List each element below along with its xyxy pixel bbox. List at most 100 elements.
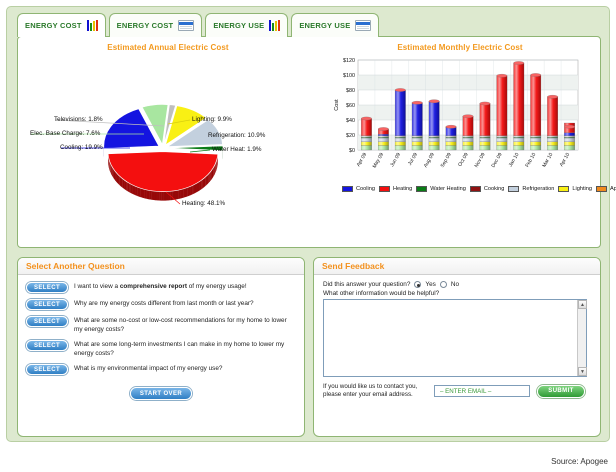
bar-segment <box>496 141 508 146</box>
start-over-button[interactable]: START OVER <box>130 387 192 400</box>
x-tick-label: Sep 09 <box>440 152 453 169</box>
tab-energy-use-chart[interactable]: ENERGY USE <box>205 13 289 37</box>
legend-item: Heating <box>378 184 412 193</box>
question-text[interactable]: I want to view a comprehensive report of… <box>74 283 247 290</box>
bar-segment <box>564 141 575 146</box>
legend-label: Cooking <box>483 185 505 192</box>
bar-segment <box>445 145 457 151</box>
contact-instruction: If you would like us to contact you, ple… <box>323 383 418 398</box>
bar-segment <box>513 62 525 136</box>
other-info-label: What other information would be helpful? <box>323 290 440 297</box>
tab-energy-cost-table[interactable]: ENERGY COST <box>108 13 203 37</box>
bar-segment <box>361 145 372 151</box>
bar-segment <box>428 101 440 136</box>
bar-segment <box>496 145 508 151</box>
x-tick-label: Apr 10 <box>559 152 572 168</box>
pie-chart-svg <box>103 104 224 201</box>
pie-label-lighting: Lighting: 9.9% <box>192 116 232 123</box>
question-row: SELECT What are some no-cost or low-cost … <box>26 316 296 334</box>
legend-item: Cooking <box>469 184 505 193</box>
bar-segment <box>462 141 474 146</box>
bar-chart-svg: $0 $20 $40 $60 $80 $100 $120 Apr 09 May 09 Jun 09… <box>334 58 579 169</box>
pie-slice-heating <box>107 151 219 192</box>
legend-item: Water Heating <box>416 184 466 193</box>
bar-segment <box>394 141 406 146</box>
x-tick-label: Oct 09 <box>457 152 470 168</box>
question-text[interactable]: What are some long-term investments I ca… <box>74 341 285 357</box>
select-button-3[interactable]: SELECT <box>26 316 68 327</box>
bar-segment <box>496 75 508 136</box>
select-button-2[interactable]: SELECT <box>26 299 68 310</box>
legend-swatch <box>558 185 570 192</box>
bar-segment <box>479 103 491 136</box>
bar-segment <box>462 135 474 138</box>
tab-label: ENERGY COST <box>25 21 82 30</box>
question-row: SELECT I want to view a comprehensive rep… <box>26 282 296 293</box>
bar-segment <box>462 137 474 142</box>
x-tick-label: Jun 09 <box>389 152 402 168</box>
y-tick-label: $80 <box>346 88 355 94</box>
bar-segment <box>445 141 457 146</box>
feedback-body: Did this answer your question? Yes No Wh… <box>314 275 600 399</box>
charts-panel: Estimated Annual Electric Cost Heating: … <box>17 36 616 248</box>
x-tick-label: Jul 09 <box>407 152 419 167</box>
pie-label-heating: Heating: 48.1% <box>182 200 226 207</box>
tab-label: ENERGY USE <box>213 21 265 30</box>
legend-label: Appliances <box>609 185 616 192</box>
questions-panel-title: Select Another Question <box>26 261 125 271</box>
scroll-down-icon[interactable]: ▼ <box>578 367 587 376</box>
select-button-1[interactable]: SELECT <box>26 282 68 293</box>
bar-segment <box>564 145 575 151</box>
tab-label: ENERGY USE <box>299 21 351 30</box>
bar-segment <box>428 141 440 146</box>
scroll-up-icon[interactable]: ▲ <box>578 300 587 309</box>
table-icon <box>355 20 372 31</box>
radio-yes[interactable] <box>414 281 422 288</box>
annual-cost-pie-section: Estimated Annual Electric Cost Heating: … <box>18 37 318 247</box>
bar-chart-icon <box>269 20 281 31</box>
legend-item: Lighting <box>558 184 592 193</box>
question-row: SELECT What is my environmental impact of… <box>26 364 296 375</box>
feedback-textarea[interactable]: ▲ ▼ <box>323 299 587 377</box>
legend-label: Lighting <box>572 185 592 192</box>
bar-segment <box>394 90 406 136</box>
select-button-5[interactable]: SELECT <box>26 364 68 375</box>
y-tick-label: $100 <box>343 73 355 79</box>
bar-segment <box>530 74 542 136</box>
start-over-row: START OVER <box>18 387 304 400</box>
bar-segment <box>394 145 406 151</box>
bar-segment <box>411 141 423 146</box>
tab-energy-cost-chart[interactable]: ENERGY COST <box>17 13 106 37</box>
email-field[interactable]: – ENTER EMAIL – <box>434 385 530 397</box>
legend-swatch <box>469 185 481 192</box>
textarea-scrollbar[interactable]: ▲ ▼ <box>577 300 587 376</box>
x-tick-label: Aug 09 <box>423 152 436 169</box>
feedback-panel-header: Send Feedback <box>314 258 600 275</box>
bar-segment <box>513 145 525 151</box>
question-text[interactable]: What is my environmental impact of my en… <box>74 365 223 372</box>
radio-no[interactable] <box>439 281 447 288</box>
bar-segment <box>564 137 575 142</box>
question-row: SELECT Why are my energy costs different … <box>26 299 296 310</box>
send-feedback-panel: Send Feedback Did this answer your quest… <box>313 257 601 437</box>
pie-slice-cooling <box>103 108 160 149</box>
y-tick-label: $60 <box>346 103 355 109</box>
bar-segment <box>445 137 457 142</box>
bar-segment <box>496 137 508 142</box>
pie-slice-lighting <box>164 105 207 146</box>
contact-row: If you would like us to contact you, ple… <box>323 383 591 399</box>
y-axis-title: Cost <box>334 99 340 111</box>
bar-segment <box>411 145 423 151</box>
x-tick-label: Jan 10 <box>508 152 521 168</box>
legend-swatch <box>595 185 607 192</box>
question-text[interactable]: What are some no-cost or low-cost recomm… <box>74 317 287 333</box>
bar-segment <box>462 145 474 151</box>
submit-button[interactable]: SUBMIT <box>537 384 585 398</box>
bar-segment <box>361 118 372 136</box>
question-text[interactable]: Why are my energy costs different from l… <box>74 300 254 307</box>
tab-energy-use-table[interactable]: ENERGY USE <box>291 13 380 37</box>
bar-chart: $0 $20 $40 $60 $80 $100 $120 Apr 09 May 09 Jun 09… <box>318 52 616 242</box>
bar-segment <box>479 145 491 151</box>
select-button-4[interactable]: SELECT <box>26 340 68 351</box>
bar-segment <box>564 132 575 136</box>
